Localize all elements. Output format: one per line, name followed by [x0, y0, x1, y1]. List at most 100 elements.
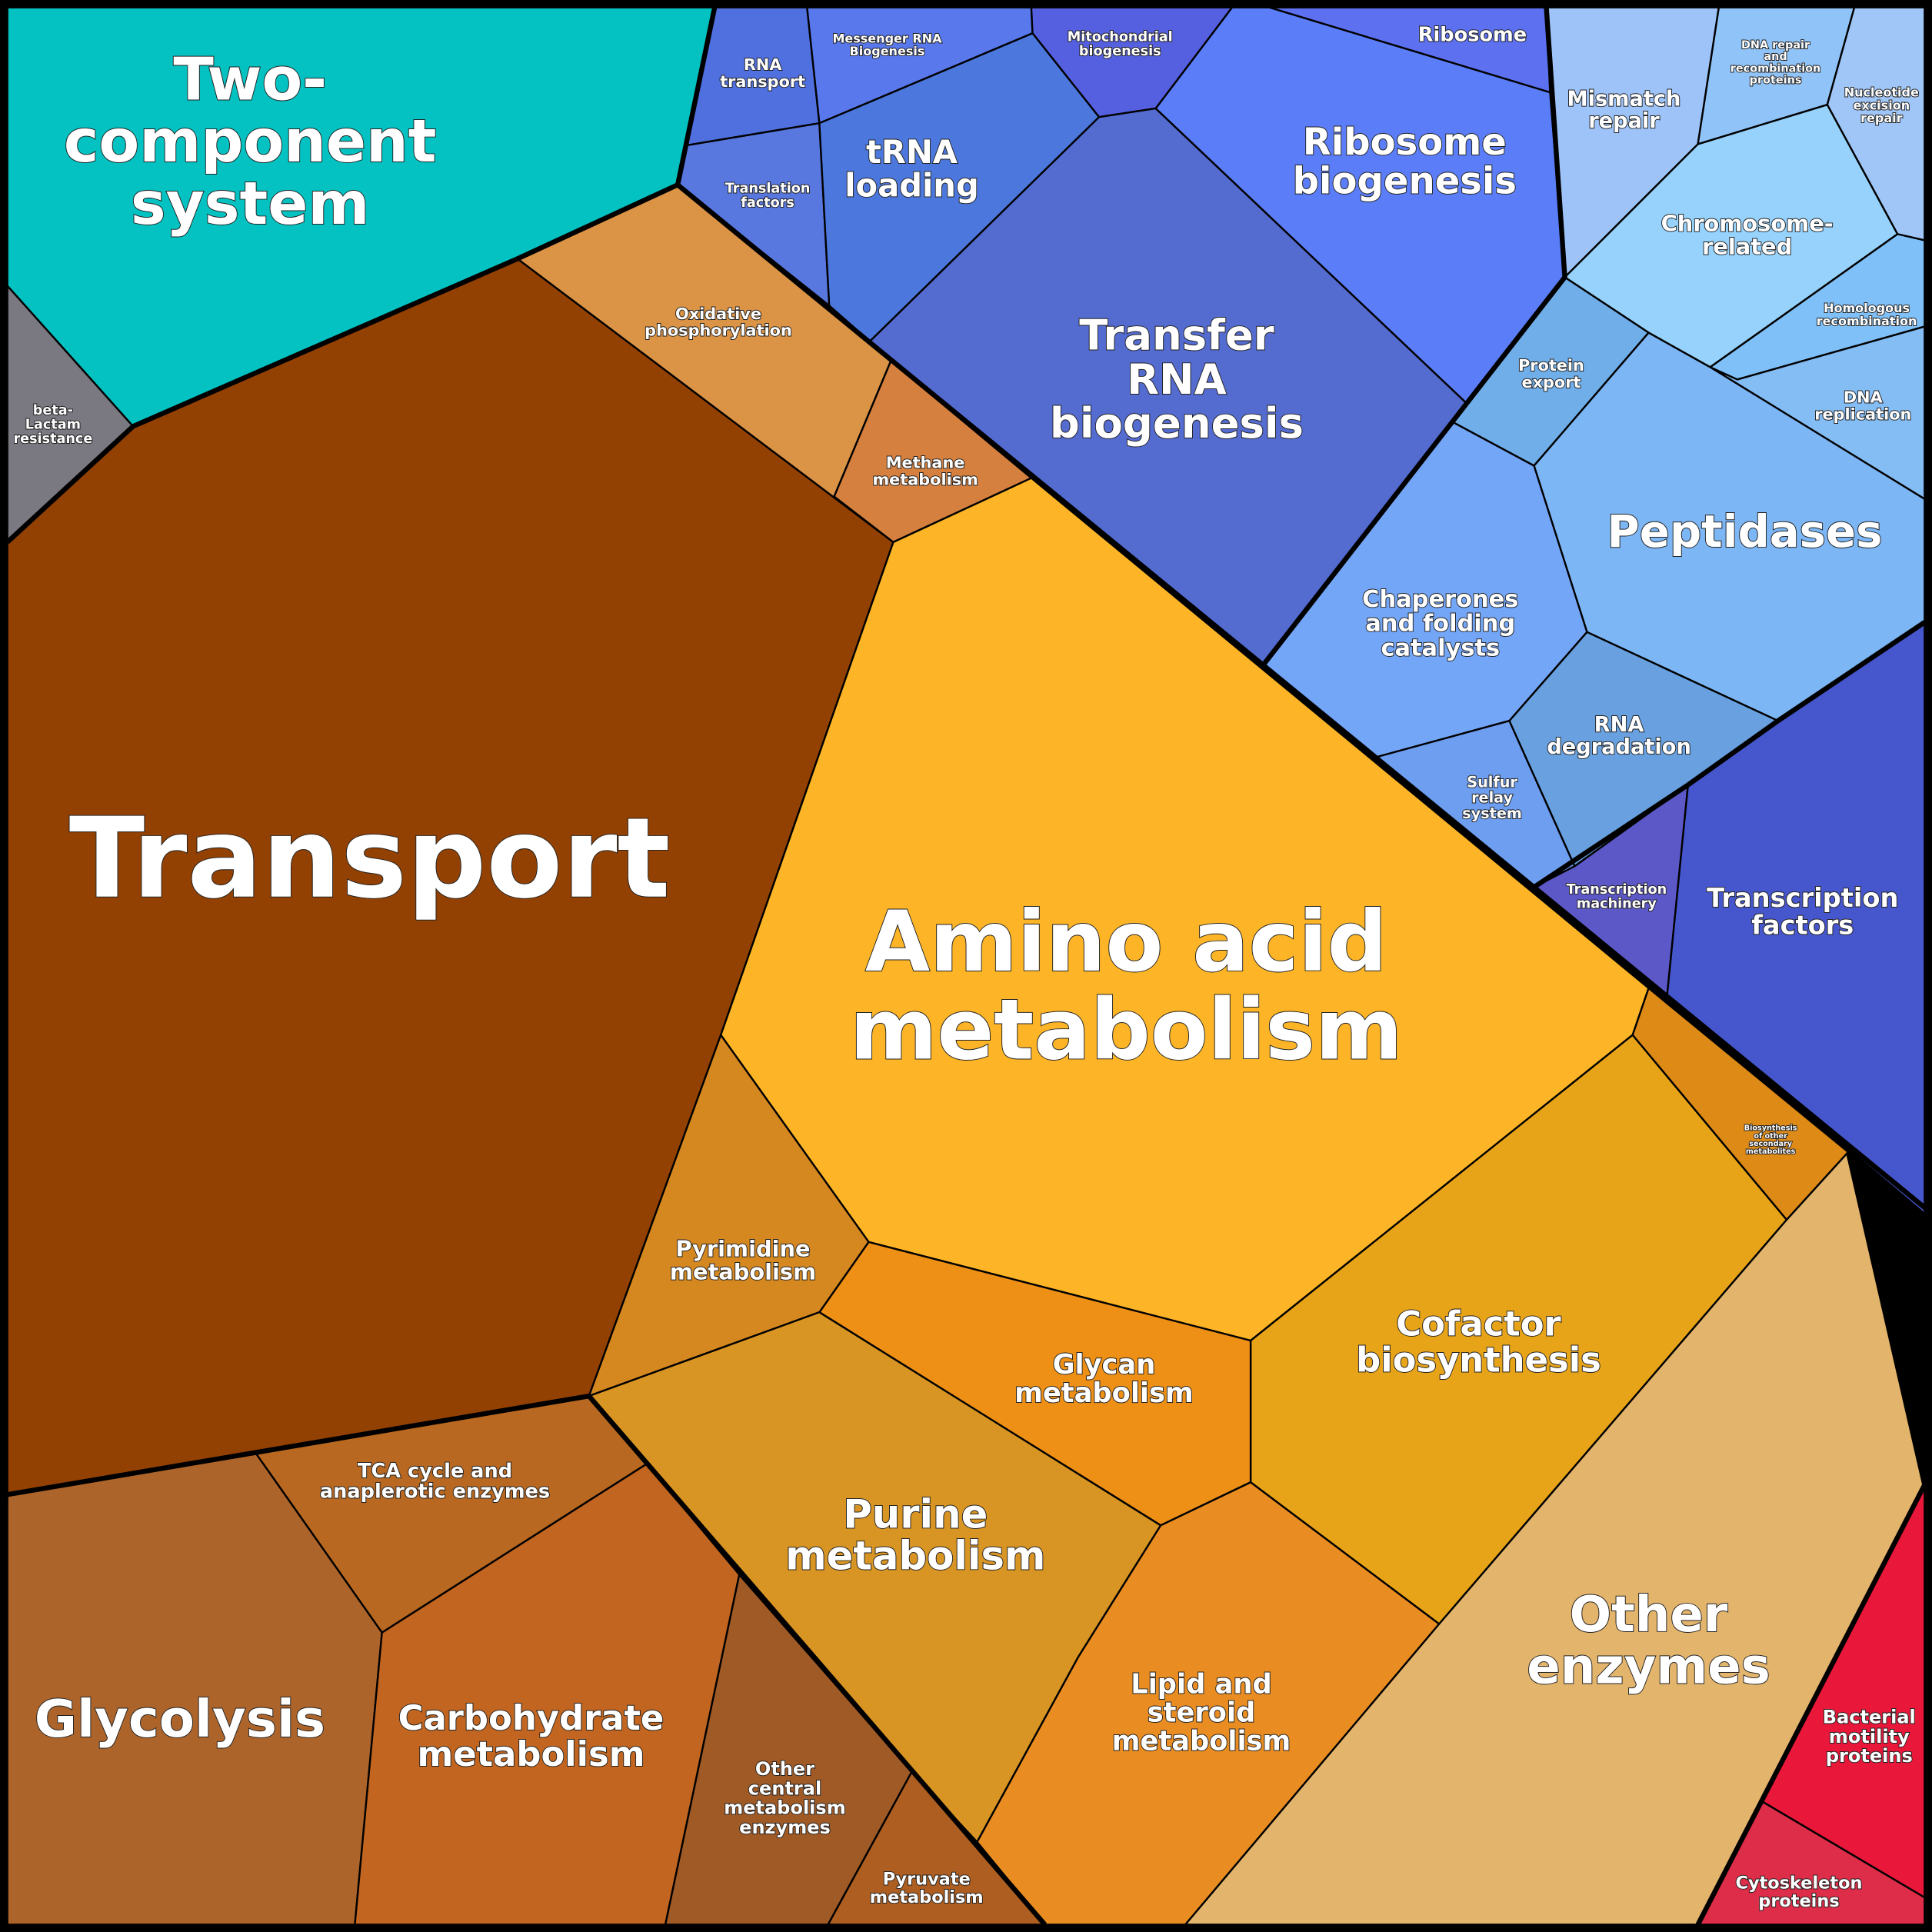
cell-label: of other — [1754, 1132, 1787, 1141]
cell: Glycolysis — [6, 1453, 383, 1926]
cell-label: Cofactor — [1396, 1303, 1561, 1344]
cell-label: Transcription — [1567, 882, 1667, 898]
cell-label: Glycolysis — [35, 1689, 325, 1749]
cell-label: biosynthesis — [1356, 1339, 1601, 1380]
cell-label: metabolism — [870, 1887, 984, 1907]
cell-label: metabolism — [418, 1734, 645, 1774]
cell-label: Mitochondrial — [1068, 29, 1173, 45]
cell-label: metabolism — [850, 981, 1403, 1079]
cell-label: and — [1764, 51, 1787, 63]
cell-label: secondary — [1749, 1140, 1792, 1148]
cell-label: Ribosome — [1303, 121, 1507, 164]
cell-label: transport — [720, 72, 805, 91]
cell-label: Ribosome — [1418, 23, 1527, 46]
cell-label: export — [1521, 373, 1581, 391]
cell-label: anaplerotic enzymes — [320, 1481, 550, 1504]
cell-label: enzymes — [739, 1817, 831, 1838]
cell-label: Chaperones — [1362, 586, 1518, 613]
cell-label: Two- — [173, 45, 327, 114]
cell-label: excision — [1854, 98, 1910, 112]
border — [676, 182, 1932, 1216]
cell-label: metabolism — [1014, 1377, 1193, 1409]
cell-label: system — [1462, 804, 1522, 822]
cell-label: resistance — [13, 431, 92, 447]
cell-label: Nucleotide — [1844, 85, 1919, 99]
cell: Chromosome-related — [1564, 103, 1899, 368]
cell-label: metabolites — [1746, 1148, 1796, 1156]
cell-label: proteins — [1826, 1745, 1913, 1767]
cell-label: RNA — [1594, 713, 1644, 737]
cells: Two-componentsystembeta-Lactamresistance… — [6, 6, 1926, 1926]
cell-label: replication — [1814, 405, 1911, 424]
cell-label: metabolism — [724, 1797, 845, 1819]
cell-label: Pyruvate — [883, 1870, 971, 1890]
cell-label: Carbohydrate — [398, 1697, 665, 1738]
cell-label: metabolism — [1112, 1725, 1291, 1757]
cell-label: factors — [1751, 910, 1854, 940]
cell-label: Oxidative — [675, 305, 761, 323]
cell-label: TCA cycle and — [358, 1460, 512, 1483]
cell-label: enzymes — [1527, 1638, 1770, 1695]
cell-label: Amino acid — [865, 893, 1387, 991]
cell-label: Transcription — [1707, 883, 1898, 913]
cell-label: relay — [1471, 789, 1513, 807]
cell-label: Methane — [886, 454, 965, 472]
cell-label: Protein — [1518, 356, 1584, 375]
cell-label: Purine — [843, 1491, 988, 1537]
cell-label: metabolism — [785, 1533, 1045, 1579]
cell-label: Messenger RNA — [832, 31, 942, 45]
cell-label: Peptidases — [1607, 505, 1883, 558]
cell: Peptidases — [1533, 331, 1926, 722]
cell-label: recombination — [1817, 314, 1917, 328]
cell-label: steroid — [1148, 1697, 1256, 1728]
cell-label: motility — [1829, 1726, 1910, 1747]
cell-label: Lipid and — [1131, 1668, 1271, 1700]
cell-label: RNA — [744, 55, 782, 74]
cell-label: central — [748, 1777, 821, 1799]
cell-label: repair — [1860, 111, 1903, 125]
border — [1532, 620, 1927, 890]
cell-label: Other — [755, 1758, 814, 1780]
cell-label: phosphorylation — [645, 321, 792, 340]
cell-label: Pyrimidine — [675, 1235, 810, 1261]
cell-label: Biosynthesis — [1744, 1124, 1797, 1133]
cell-label: system — [131, 170, 370, 238]
border — [1845, 1151, 1927, 1486]
cell-label: RNA — [1127, 355, 1227, 404]
cell-label: Sulfur — [1467, 773, 1517, 791]
cell-label: Transport — [69, 794, 671, 924]
cell-label: recombination — [1730, 62, 1821, 75]
cell-label: degradation — [1547, 735, 1691, 759]
cell-label: Cytoskeleton — [1736, 1873, 1863, 1893]
cell-label: Homologous — [1824, 301, 1910, 315]
cell-label: DNA repair — [1741, 39, 1810, 52]
cell-label: Mismatch — [1567, 87, 1681, 111]
cell-label: Glycan — [1053, 1349, 1156, 1381]
border — [1261, 7, 1567, 668]
border — [1695, 1483, 1927, 1926]
cell-label: biogenesis — [1293, 159, 1517, 202]
cell-label: Lactam — [25, 418, 81, 433]
cell-label: tRNA — [866, 133, 958, 171]
